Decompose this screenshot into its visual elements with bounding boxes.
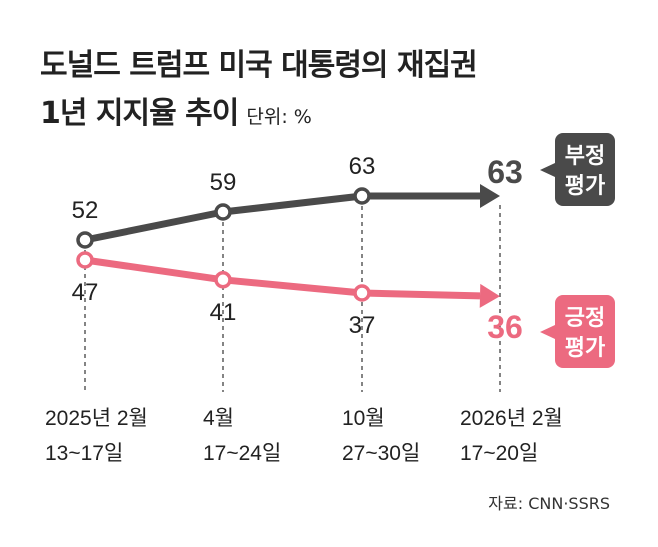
- chart-title-line2: 1년 지지율 추이 단위: %: [40, 88, 312, 132]
- x-tick-label: 13~17일: [45, 442, 123, 465]
- data-label: 41: [210, 299, 237, 326]
- series-line: [84, 256, 481, 300]
- data-point: [76, 231, 94, 249]
- chart-title-text: 1년 지지율 추이: [40, 96, 239, 131]
- x-tick-label: 2026년 2월: [460, 407, 563, 430]
- x-tick-label: 17~20일: [460, 442, 538, 465]
- series-legend-label: 평가: [565, 174, 605, 199]
- data-label: 47: [72, 279, 99, 306]
- series-legend-label: 평가: [565, 336, 605, 361]
- series-legend-label: 긍정: [565, 306, 605, 331]
- data-point: [353, 284, 371, 302]
- unit-label: 단위: %: [246, 106, 312, 128]
- data-point: [76, 251, 94, 269]
- data-point: [214, 271, 232, 289]
- source-label: 자료: CNN·SSRS: [488, 494, 610, 513]
- x-tick-label: 10월: [342, 407, 385, 430]
- data-label: 63: [349, 153, 376, 180]
- final-value-label: 36: [487, 309, 523, 345]
- data-point: [353, 187, 371, 205]
- x-tick-label: 2025년 2월: [45, 407, 148, 430]
- legend-pointer: [540, 325, 555, 339]
- series-legend-box: [555, 295, 615, 368]
- data-label: 59: [210, 169, 237, 196]
- arrow-head: [479, 283, 500, 308]
- x-tick-label: 17~24일: [203, 442, 281, 465]
- final-value-label: 63: [487, 154, 523, 190]
- series-legend-box: [555, 133, 615, 206]
- series-line: [84, 192, 480, 244]
- data-label: 37: [349, 312, 376, 339]
- data-point: [214, 203, 232, 221]
- chart-title-line1: 도널드 트럼프 미국 대통령의 재집권: [40, 48, 478, 83]
- arrow-head: [480, 184, 500, 208]
- data-label: 52: [72, 197, 99, 224]
- x-tick-label: 27~30일: [342, 442, 420, 465]
- x-tick-label: 4월: [203, 407, 234, 430]
- series-legend-label: 부정: [565, 144, 605, 169]
- legend-pointer: [540, 163, 555, 177]
